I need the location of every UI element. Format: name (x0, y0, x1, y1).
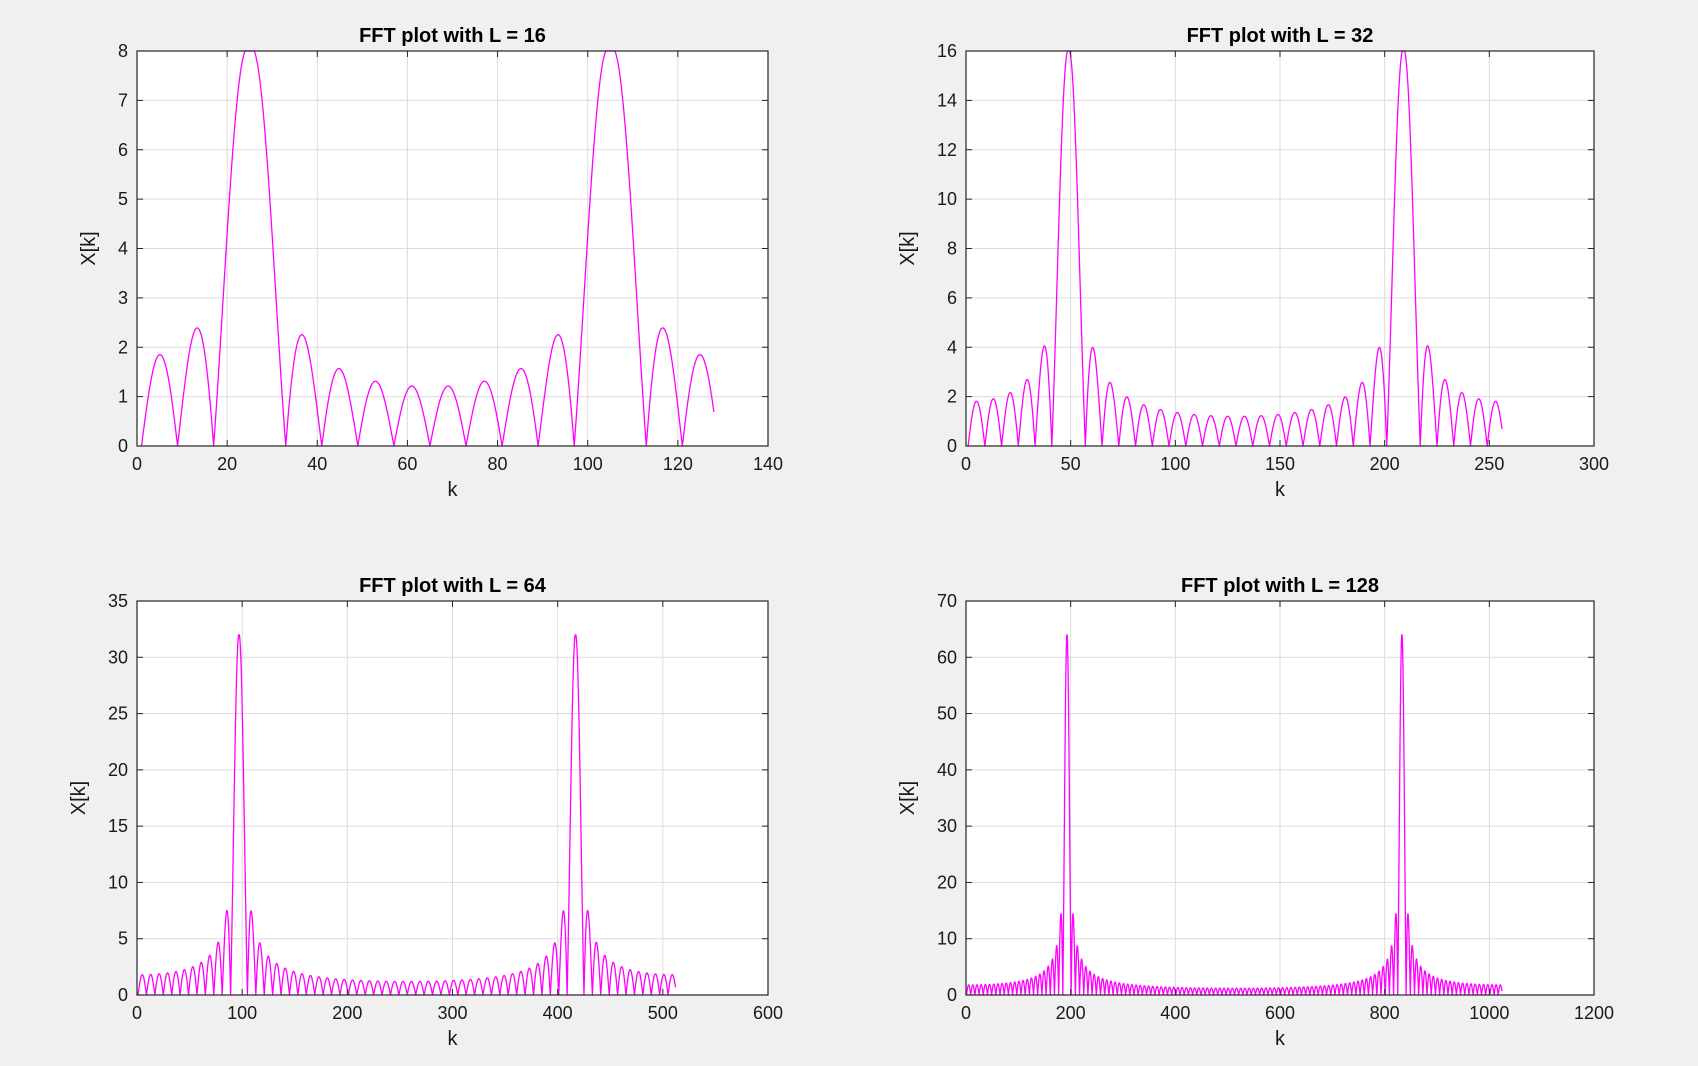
y-tick-label: 15 (108, 816, 128, 836)
x-tick-label: 100 (1160, 454, 1190, 474)
y-tick-label: 5 (118, 929, 128, 949)
y-tick-label: 12 (937, 140, 957, 160)
y-tick-label: 2 (947, 387, 957, 407)
y-tick-label: 10 (937, 189, 957, 209)
x-tick-label: 50 (1061, 454, 1081, 474)
y-tick-label: 3 (118, 288, 128, 308)
series-line-1 (967, 50, 1503, 447)
chart-title: FFT plot with L = 128 (1181, 575, 1379, 597)
y-tick-label: 8 (947, 239, 957, 259)
y-tick-label: 14 (937, 90, 957, 110)
y-tick-label: 0 (947, 436, 957, 456)
subplot-3: 0 100 200 300 400 500 600 0 5 10 15 20 25 30 35 FFT plo… (68, 575, 783, 1050)
y-tick-label: 0 (118, 985, 128, 1005)
y-tick-label: 5 (118, 189, 128, 209)
y-tick-label: 6 (118, 140, 128, 160)
y-tick-label: 20 (937, 872, 957, 892)
x-tick-label: 20 (217, 454, 237, 474)
subplot-4: 0 200 400 600 800 1000 1200 0 10 20 30 40 50 60 70 FFT … (897, 575, 1614, 1050)
subplot-1: 0 20 40 60 80 100 120 140 0 1 2 3 4 5 6 7 8 FFT plot with… (78, 25, 783, 501)
x-tick-label: 250 (1474, 454, 1504, 474)
x-tick-label: 100 (227, 1003, 257, 1023)
x-tick-label: 60 (397, 454, 417, 474)
y-tick-label: 70 (937, 591, 957, 611)
y-tick-label: 1 (118, 387, 128, 407)
x-tick-label: 200 (1370, 454, 1400, 474)
y-tick-label: 8 (118, 41, 128, 61)
x-tick-label: 400 (1160, 1003, 1190, 1023)
x-tick-label: 800 (1370, 1003, 1400, 1023)
x-tick-label: 1200 (1574, 1003, 1614, 1023)
subplot-2: 0 50 100 150 200 250 300 0 2 4 6 8 10 12 14 16 FFT plot … (897, 25, 1609, 501)
x-tick-label: 80 (488, 454, 508, 474)
y-axis-label: X[k] (68, 781, 90, 815)
y-axis-label: X[k] (78, 231, 100, 265)
x-tick-label: 100 (573, 454, 603, 474)
y-tick-label: 50 (937, 704, 957, 724)
chart-title: FFT plot with L = 64 (359, 575, 547, 597)
x-tick-label: 600 (1265, 1003, 1295, 1023)
x-tick-label: 200 (1056, 1003, 1086, 1023)
x-tick-label: 0 (961, 454, 971, 474)
x-tick-label: 500 (648, 1003, 678, 1023)
x-tick-label: 150 (1265, 454, 1295, 474)
x-tick-label: 0 (132, 1003, 142, 1023)
y-tick-label: 40 (937, 760, 957, 780)
y-tick-label: 0 (947, 985, 957, 1005)
chart-title: FFT plot with L = 32 (1187, 25, 1374, 47)
x-tick-label: 200 (332, 1003, 362, 1023)
series-line-1 (140, 50, 715, 447)
x-tick-label: 40 (307, 454, 327, 474)
y-tick-label: 30 (937, 816, 957, 836)
x-tick-label: 120 (663, 454, 693, 474)
x-tick-label: 0 (961, 1003, 971, 1023)
y-tick-label: 16 (937, 41, 957, 61)
y-tick-label: 7 (118, 90, 128, 110)
y-tick-label: 60 (937, 647, 957, 667)
y-axis-label: X[k] (897, 231, 919, 265)
y-tick-label: 6 (947, 288, 957, 308)
x-tick-label: 1000 (1469, 1003, 1509, 1023)
x-tick-label: 300 (1579, 454, 1609, 474)
x-tick-label: 140 (753, 454, 783, 474)
x-tick-label: 0 (132, 454, 142, 474)
chart-title: FFT plot with L = 16 (359, 25, 546, 47)
x-tick-label: 300 (437, 1003, 467, 1023)
y-tick-label: 10 (108, 872, 128, 892)
x-axis-label: k (1275, 479, 1286, 501)
y-tick-label: 4 (118, 239, 128, 259)
y-tick-label: 25 (108, 704, 128, 724)
y-tick-label: 30 (108, 647, 128, 667)
x-axis-label: k (448, 479, 459, 501)
x-axis-label: k (1275, 1028, 1286, 1050)
y-tick-label: 4 (947, 337, 957, 357)
y-tick-label: 20 (108, 760, 128, 780)
y-tick-label: 35 (108, 591, 128, 611)
x-tick-label: 600 (753, 1003, 783, 1023)
series-line-1 (965, 634, 1503, 996)
y-axis-label: X[k] (897, 781, 919, 815)
y-tick-label: 10 (937, 929, 957, 949)
x-tick-label: 400 (543, 1003, 573, 1023)
y-tick-label: 2 (118, 337, 128, 357)
y-tick-label: 0 (118, 436, 128, 456)
series-line-1 (137, 634, 677, 996)
x-axis-label: k (448, 1028, 459, 1050)
